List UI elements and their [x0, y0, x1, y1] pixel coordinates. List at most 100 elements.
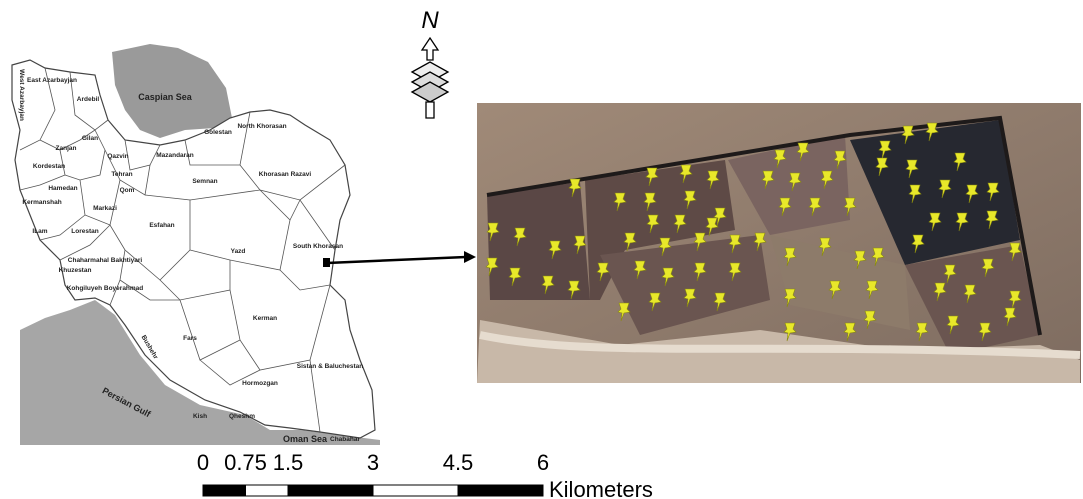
pin: [728, 262, 742, 282]
pin: [911, 234, 925, 254]
pin: [843, 197, 857, 217]
pin: [633, 260, 647, 280]
scale-segment: [372, 484, 459, 497]
pin: [646, 214, 660, 234]
pin: [783, 322, 797, 342]
pin: [679, 164, 693, 184]
satellite-image: [477, 103, 1081, 383]
pin: [808, 197, 822, 217]
pointer-arrowhead: [464, 251, 476, 263]
pin: [705, 217, 719, 237]
pin: [915, 322, 929, 342]
pin: [925, 122, 939, 142]
pin: [818, 237, 832, 257]
pin: [783, 247, 797, 267]
pin: [541, 275, 555, 295]
pin: [985, 210, 999, 230]
province-label: Qazvin: [107, 153, 128, 160]
province-label: West Azarbayjan: [18, 69, 25, 121]
pin: [953, 152, 967, 172]
province-label: Lorestan: [71, 228, 98, 235]
province-label: East Azarbayjan: [27, 77, 77, 84]
pin: [567, 280, 581, 300]
gulf-sea: [20, 300, 380, 445]
province-label: Esfahan: [149, 222, 174, 229]
pin: [645, 167, 659, 187]
province-label: Qheshm: [229, 413, 255, 420]
pin: [986, 182, 1000, 202]
province-label: Khuzestan: [59, 267, 92, 274]
province-label: Yazd: [231, 248, 246, 255]
pin: [965, 184, 979, 204]
pin: [658, 237, 672, 257]
pin: [648, 292, 662, 312]
province-label: Kordestan: [33, 163, 65, 170]
pin: [596, 262, 610, 282]
pin: [485, 257, 499, 277]
pin: [943, 264, 957, 284]
pin: [513, 227, 527, 247]
pin: [693, 232, 707, 252]
pin: [820, 170, 834, 190]
pin: [853, 250, 867, 270]
province-label: Zanjan: [56, 145, 77, 152]
province-label: Fars: [183, 335, 197, 342]
caspian-sea: [112, 44, 232, 138]
scale-tick-label: 0: [197, 450, 209, 475]
scale-tick-label: 6: [537, 450, 549, 475]
pin: [878, 140, 892, 160]
pin: [573, 235, 587, 255]
scale-segment: [202, 484, 246, 497]
province-label: Kish: [193, 413, 207, 420]
scale-segment: [245, 484, 289, 497]
pin: [1003, 307, 1017, 327]
pin: [901, 125, 915, 145]
scale-tick-label: 4.5: [443, 450, 474, 475]
pin: [548, 240, 562, 260]
pin: [905, 159, 919, 179]
province-label: Mazandaran: [156, 152, 194, 159]
province-label: Sistan & Baluchestan: [297, 363, 363, 370]
north-arrow: [410, 36, 450, 119]
pin: [683, 288, 697, 308]
province-label: Chabahar: [330, 436, 360, 443]
pin: [568, 178, 582, 198]
pin: [955, 212, 969, 232]
pin: [643, 192, 657, 212]
province-label: Kohgiluyeh Boyerahmad: [67, 285, 144, 292]
pin: [693, 262, 707, 282]
scale-tick-label: 3: [367, 450, 379, 475]
province-label: Markazi: [93, 205, 117, 212]
pin: [661, 267, 675, 287]
scale-tick-label: 0.75: [224, 450, 267, 475]
pin: [753, 232, 767, 252]
province-label: ILam: [32, 228, 47, 235]
pin: [706, 170, 720, 190]
pin: [933, 282, 947, 302]
province-label: North Khorasan: [237, 123, 286, 130]
pin: [871, 247, 885, 267]
pin: [773, 149, 787, 169]
pin: [508, 267, 522, 287]
pin: [843, 322, 857, 342]
province-label: Kermanshah: [22, 199, 61, 206]
pin: [981, 258, 995, 278]
pin: [865, 280, 879, 300]
province-label: Hamedan: [48, 185, 77, 192]
pin: [796, 142, 810, 162]
pin: [761, 170, 775, 190]
pin: [908, 184, 922, 204]
sea-label: Caspian Sea: [138, 92, 193, 102]
pin: [673, 214, 687, 234]
iran-outline: [11, 59, 376, 439]
pin: [875, 157, 889, 177]
province-borders: [19, 67, 346, 433]
pin: [728, 234, 742, 254]
province-label: Qom: [120, 187, 135, 194]
province-label: Hormozgan: [242, 380, 278, 387]
pin: [778, 197, 792, 217]
pin: [788, 172, 802, 192]
province-label: South Khorasan: [293, 243, 343, 250]
